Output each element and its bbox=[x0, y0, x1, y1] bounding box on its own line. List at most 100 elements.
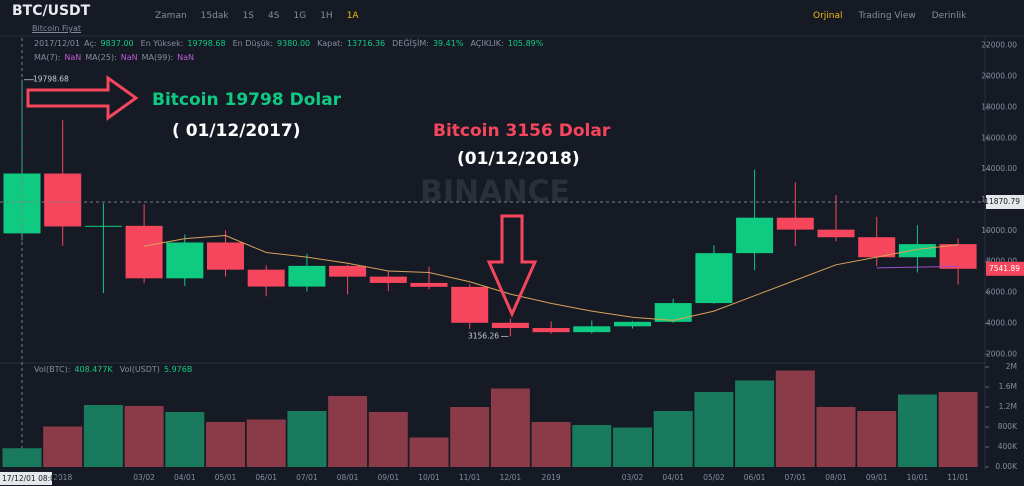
field-label: DEĞİŞİM: bbox=[392, 39, 429, 48]
crosshair-box bbox=[0, 472, 52, 485]
vol-label: Vol(USDT) bbox=[119, 365, 160, 374]
candle-body bbox=[207, 242, 244, 270]
candle-body bbox=[573, 326, 611, 333]
y-tick-label: 400K bbox=[998, 442, 1018, 451]
candle-body bbox=[776, 217, 814, 230]
field-value: 19798.68 bbox=[187, 39, 226, 48]
x-tick-label: 12/01 bbox=[500, 473, 522, 482]
x-tick-label: 07/01 bbox=[296, 473, 318, 482]
candle-body bbox=[898, 244, 936, 258]
candle-body bbox=[451, 286, 489, 323]
candle-body bbox=[654, 303, 692, 322]
candle-body bbox=[695, 253, 733, 304]
view-button[interactable]: Orjinal bbox=[813, 11, 843, 21]
volume-bar bbox=[246, 419, 286, 467]
ma-label: MA(99): bbox=[141, 53, 174, 62]
y-tick-label: 800K bbox=[998, 422, 1018, 431]
volume-bar bbox=[43, 426, 83, 467]
x-tick-label: 11/01 bbox=[947, 473, 969, 482]
x-tick-label: 04/01 bbox=[662, 473, 684, 482]
symbol[interactable]: BTC/USDT bbox=[12, 3, 91, 19]
volume-bar bbox=[490, 388, 530, 467]
interval-button[interactable]: 1H bbox=[320, 11, 333, 21]
candle-body bbox=[491, 322, 529, 329]
interval-button[interactable]: 1S bbox=[242, 11, 255, 21]
volume-bar bbox=[572, 425, 612, 467]
y-tick-label: 1.2M bbox=[999, 402, 1017, 411]
y-tick-label: 2M bbox=[1006, 362, 1017, 371]
view-button[interactable]: Derinlik bbox=[931, 11, 967, 21]
ma-value: NaN bbox=[177, 53, 195, 62]
ma-value: NaN bbox=[120, 53, 138, 62]
crosshair-date: 17/12/01 08:00 bbox=[2, 474, 60, 483]
volume-bar bbox=[531, 422, 571, 467]
volume-bar bbox=[897, 394, 937, 467]
volume-bar bbox=[938, 392, 978, 467]
volume-legend: Vol(BTC): 408.477K Vol(USDT) 5.976B bbox=[34, 365, 195, 374]
volume-bar bbox=[2, 448, 42, 467]
y-tick-label: 6000.00 bbox=[986, 288, 1017, 297]
high-label: 19798.68 bbox=[33, 75, 69, 84]
x-tick-label: 07/01 bbox=[784, 473, 806, 482]
last-price-box bbox=[986, 261, 1024, 276]
volume-bar bbox=[328, 396, 368, 467]
volume-bar bbox=[735, 380, 775, 467]
crosshair-price: 11870.79 bbox=[984, 197, 1020, 206]
y-tick-label: 22000.00 bbox=[981, 41, 1017, 50]
field-value: 39.41% bbox=[432, 39, 464, 48]
vol-label: Vol(BTC): bbox=[34, 365, 71, 374]
x-tick-label: 08/01 bbox=[337, 473, 359, 482]
ma-label: MA(7): bbox=[34, 53, 61, 62]
arrow bbox=[486, 214, 538, 318]
x-tick-label: 03/02 bbox=[622, 473, 644, 482]
candle-body bbox=[858, 237, 896, 258]
field-label: En Düşük: bbox=[232, 39, 274, 48]
field-label: En Yüksek: bbox=[140, 39, 184, 48]
y-tick-label: 16000.00 bbox=[981, 133, 1017, 142]
interval-button[interactable]: 4S bbox=[268, 11, 280, 21]
view-button[interactable]: Trading View bbox=[858, 11, 916, 21]
interval-button[interactable]: 1A bbox=[346, 11, 359, 21]
date: 2017/12/01 bbox=[34, 39, 81, 48]
y-tick-label: 20000.00 bbox=[981, 72, 1017, 81]
volume-bar bbox=[653, 411, 693, 467]
y-tick-label: 2000.00 bbox=[986, 349, 1017, 358]
subtitle[interactable]: Bitcoin Fiyat bbox=[32, 24, 81, 33]
field-label: Aç: bbox=[84, 39, 97, 48]
interval-button[interactable]: 15dak bbox=[200, 11, 229, 21]
volume-bar bbox=[165, 412, 205, 467]
annotation: (01/12/2018) bbox=[457, 149, 580, 169]
x-tick-label: 2019 bbox=[542, 473, 561, 482]
volume-bar bbox=[124, 406, 164, 467]
volume-bar bbox=[857, 411, 897, 467]
y-tick-label: 4000.00 bbox=[986, 318, 1017, 327]
ma-legend: MA(7): NaN MA(25): NaN MA(99): NaN bbox=[34, 53, 194, 62]
low-label: 3156.26 bbox=[468, 331, 499, 340]
y-tick-label: 14000.00 bbox=[981, 164, 1017, 173]
volume-bar bbox=[694, 392, 734, 467]
candle-body bbox=[532, 328, 570, 333]
ma-line bbox=[144, 234, 959, 321]
x-tick-label: 11/01 bbox=[459, 473, 481, 482]
annotation: ( 01/12/2017) bbox=[172, 121, 301, 141]
candle-body bbox=[288, 265, 326, 287]
field-value: 13716.36 bbox=[346, 39, 386, 48]
field-label: Kapat: bbox=[317, 39, 343, 48]
field-label: AÇIKLIK: bbox=[470, 39, 504, 48]
interval-button[interactable]: Zaman bbox=[155, 11, 187, 21]
x-tick-label: 2018 bbox=[53, 473, 72, 482]
candle-body bbox=[247, 269, 285, 287]
volume-bar bbox=[368, 412, 408, 467]
interval-button[interactable]: 1G bbox=[293, 11, 307, 21]
candle-body bbox=[817, 229, 855, 238]
crosshair-box bbox=[986, 194, 1024, 209]
candle-body bbox=[369, 276, 407, 283]
y-tick-label: 10000.00 bbox=[981, 226, 1017, 235]
volume-bar bbox=[206, 422, 245, 467]
intervals: Zaman 15dak 1S 4S 1G 1H 1A bbox=[155, 11, 359, 21]
annotation: Bitcoin 3156 Dolar bbox=[433, 121, 611, 141]
annotation: Bitcoin 19798 Dolar bbox=[152, 90, 342, 110]
ma-value: NaN bbox=[64, 53, 82, 62]
